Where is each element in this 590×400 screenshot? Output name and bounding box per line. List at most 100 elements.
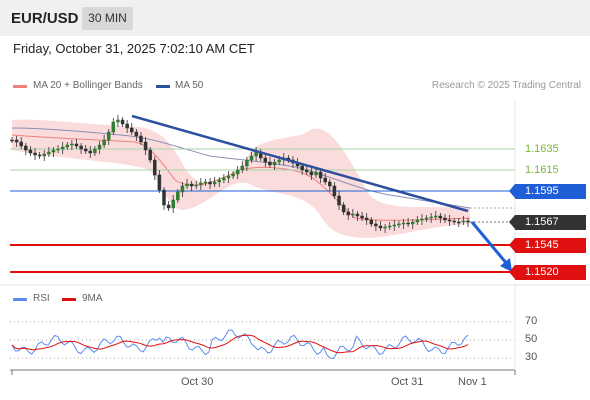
candle-body	[240, 165, 245, 171]
candle-body	[208, 181, 212, 185]
candle-body	[452, 220, 456, 223]
candle-body	[226, 175, 231, 179]
candle-body	[180, 185, 185, 193]
candle-body	[314, 171, 318, 176]
candle-body	[162, 189, 166, 206]
candle-body	[37, 154, 42, 157]
candle-body	[56, 148, 60, 151]
x-label-oct31: Oct 31	[391, 376, 424, 388]
candle-body	[171, 199, 175, 209]
candle-body	[222, 177, 226, 181]
last-price-label: 1.1567	[509, 215, 586, 230]
legend-label-ma50: MA 50	[175, 80, 204, 91]
candle-body	[268, 161, 272, 166]
candle-body	[148, 149, 152, 161]
candle-body	[143, 141, 148, 151]
candle-body	[60, 146, 65, 150]
candle-body	[185, 183, 189, 187]
candle-body	[42, 153, 46, 157]
candle-body	[93, 148, 97, 154]
legend-swatch-rsi	[13, 298, 27, 301]
candle-body	[212, 181, 217, 185]
forecast-arrow-shaft	[470, 221, 509, 265]
legend-label-9ma: 9MA	[82, 293, 103, 304]
candle-body	[429, 216, 433, 219]
candle-body	[33, 152, 37, 156]
x-label-nov1: Nov 1	[458, 376, 487, 388]
candle-body	[318, 171, 323, 179]
candle-body	[263, 157, 268, 163]
candle-body	[397, 223, 401, 226]
candle-body	[106, 131, 111, 141]
rsi-tick-30: 30	[525, 351, 538, 363]
candle-body	[51, 149, 56, 153]
timeframe-button[interactable]: 30 MIN	[82, 7, 133, 30]
candle-body	[74, 143, 79, 147]
candle-body	[305, 169, 309, 173]
candle-body	[369, 219, 374, 225]
candle-body	[19, 141, 23, 147]
candle-body	[300, 165, 304, 171]
candle-body	[406, 222, 410, 225]
candle-body	[424, 217, 429, 220]
candle-body	[272, 161, 277, 166]
rsi-legend: RSI 9MA	[13, 293, 133, 307]
candle-body	[79, 145, 83, 150]
symbol-title: EUR/USD	[11, 10, 79, 27]
candle-body	[217, 179, 222, 183]
candle-body	[203, 181, 208, 184]
rsi-line	[11, 329, 469, 360]
candle-body	[387, 225, 392, 228]
candle-body	[309, 171, 314, 176]
x-label-oct30: Oct 30	[181, 376, 214, 388]
candle-body	[47, 151, 51, 155]
candle-body	[415, 219, 420, 223]
candle-body	[374, 223, 378, 227]
copyright-text: Research © 2025 Trading Central	[431, 80, 581, 91]
legend-swatch-9ma	[62, 298, 76, 301]
main-legend: MA 20 + Bollinger Bands MA 50	[13, 80, 233, 94]
candle-body	[166, 204, 171, 209]
candle-body	[111, 121, 116, 133]
candle-body	[420, 218, 424, 221]
candle-body	[14, 139, 19, 143]
candle-body	[125, 123, 129, 129]
candle-body	[28, 149, 33, 154]
candle-body	[97, 144, 102, 150]
candle-body	[351, 213, 355, 216]
candle-body	[189, 183, 194, 187]
candle-body	[438, 215, 443, 219]
legend-label-rsi: RSI	[33, 293, 50, 304]
candle-body	[176, 191, 180, 201]
candle-body	[401, 222, 406, 225]
candlesticks	[10, 115, 470, 233]
candle-body	[116, 119, 120, 123]
level-label-s1: 1.1545	[509, 238, 586, 253]
candle-body	[10, 139, 14, 142]
legend-label-bollinger: MA 20 + Bollinger Bands	[33, 80, 143, 91]
candle-body	[447, 219, 452, 222]
candle-body	[199, 182, 203, 186]
candle-body	[410, 221, 415, 225]
rsi-tick-70: 70	[525, 315, 538, 327]
level-label-r1: 1.1615	[525, 164, 559, 176]
candle-body	[120, 119, 125, 125]
candle-body	[134, 131, 139, 137]
legend-swatch-bollinger	[13, 85, 27, 88]
trend-line	[131, 114, 469, 213]
candle-body	[102, 139, 106, 146]
candle-body	[277, 159, 281, 163]
candle-body	[231, 173, 235, 177]
candle-body	[65, 144, 70, 148]
candle-body	[392, 224, 397, 227]
candle-body	[157, 174, 162, 191]
candle-body	[83, 148, 88, 152]
candle-body	[332, 185, 337, 197]
level-label-s2: 1.1520	[509, 265, 586, 280]
candle-body	[378, 225, 383, 229]
timestamp: Friday, October 31, 2025 7:02:10 AM CET	[13, 41, 255, 56]
candle-body	[70, 143, 74, 146]
candle-body	[461, 220, 466, 223]
candle-body	[328, 181, 332, 187]
